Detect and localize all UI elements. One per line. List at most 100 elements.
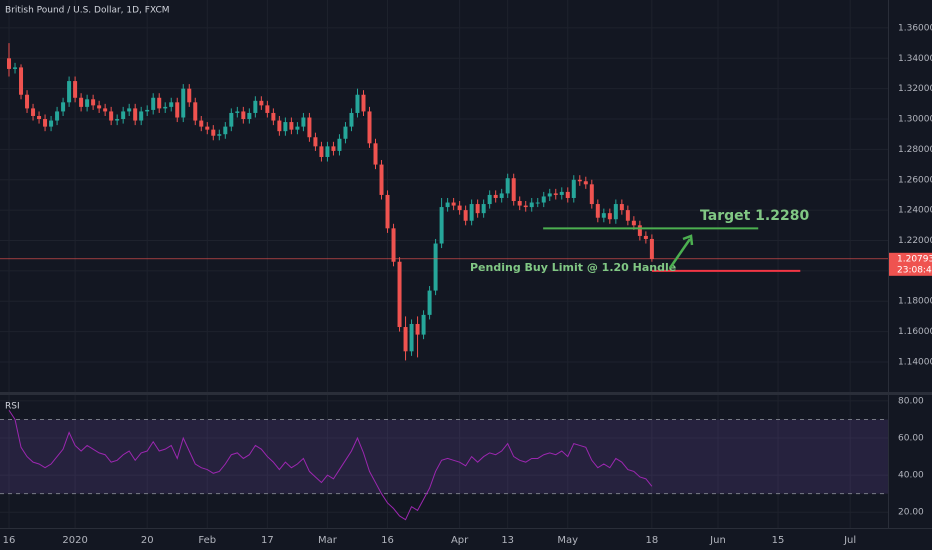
x-tick-label: Jun xyxy=(709,535,726,546)
candle-body xyxy=(451,202,456,206)
candle-body xyxy=(85,99,90,107)
candle-body xyxy=(541,196,546,203)
candle-body xyxy=(385,194,390,229)
candle-body xyxy=(493,194,498,198)
candle-body xyxy=(499,193,504,198)
rsi-line xyxy=(8,409,653,521)
candle-body xyxy=(43,119,48,127)
y-tick-label: 1.24000 xyxy=(898,206,932,216)
x-tick-label: May xyxy=(557,535,578,546)
x-tick-label: 2020 xyxy=(62,535,87,546)
candle-body xyxy=(595,204,600,218)
candle-body xyxy=(301,117,306,127)
x-tick-label: Apr xyxy=(451,535,469,546)
y-tick-label: 60.00 xyxy=(898,434,924,444)
candle-body xyxy=(625,210,630,221)
candle-body xyxy=(619,204,624,211)
y-tick-label: 1.18000 xyxy=(898,297,932,307)
x-tick-label: 18 xyxy=(646,535,659,546)
candle-body xyxy=(565,191,570,198)
candle-body xyxy=(457,205,462,211)
candle-body xyxy=(349,112,354,127)
y-tick-label: 80.00 xyxy=(898,396,924,406)
candle-body xyxy=(421,314,426,335)
x-tick-label: Mar xyxy=(318,535,338,546)
candle-body xyxy=(229,112,234,127)
candle-body xyxy=(55,111,60,121)
candle-body xyxy=(337,138,342,151)
x-tick-label: Feb xyxy=(198,535,216,546)
candle-body xyxy=(223,126,228,135)
candle-body xyxy=(409,323,414,352)
marks xyxy=(0,43,888,521)
candle-body xyxy=(319,146,324,157)
candle-body xyxy=(313,137,318,147)
candle-body xyxy=(283,122,288,132)
grid xyxy=(0,0,888,528)
candle-body xyxy=(523,205,528,208)
candle-body xyxy=(415,323,420,335)
candle-body xyxy=(631,220,636,226)
candle-body xyxy=(559,191,564,195)
candle-body xyxy=(505,178,510,194)
y-tick-label: 1.34000 xyxy=(898,54,932,64)
candle-body xyxy=(235,111,240,113)
candle-body xyxy=(265,105,270,113)
candle-body xyxy=(73,81,78,98)
candle-body xyxy=(643,235,648,239)
candle-body xyxy=(343,126,348,139)
candle-body xyxy=(397,261,402,328)
y-tick-label: 1.36000 xyxy=(898,23,932,33)
arrow xyxy=(668,234,694,269)
candle-body xyxy=(361,94,366,112)
candle-body xyxy=(391,228,396,262)
candle-body xyxy=(187,88,192,103)
candle-body xyxy=(289,122,294,130)
candle-body xyxy=(481,204,486,214)
candle-body xyxy=(367,111,372,144)
candle-body xyxy=(145,109,150,112)
candle-body xyxy=(547,193,552,197)
candle-body xyxy=(127,108,132,112)
candle-body xyxy=(253,100,258,113)
x-tick-label: 20 xyxy=(141,535,154,546)
x-tick-label: 15 xyxy=(772,535,785,546)
countdown-bg xyxy=(889,263,932,276)
candle-body xyxy=(355,94,360,113)
candle-body xyxy=(157,97,162,109)
candle-body xyxy=(529,202,534,208)
candle-body xyxy=(475,204,480,214)
y-tick-label: 1.32000 xyxy=(898,84,932,94)
candle-body xyxy=(67,81,72,103)
x-tick-label: 17 xyxy=(261,535,274,546)
candle-body xyxy=(193,102,198,121)
candle-body xyxy=(163,106,168,109)
x-tick-label: Jul xyxy=(843,535,856,546)
annotation: Target 1.2280 xyxy=(700,208,809,224)
candle-body xyxy=(427,290,432,315)
y-tick-label: 40.00 xyxy=(898,471,924,481)
candle-body xyxy=(277,120,282,132)
candle-body xyxy=(13,67,18,69)
candle-body xyxy=(607,213,612,220)
rsi-title: RSI xyxy=(5,402,20,412)
candle-body xyxy=(601,213,606,218)
y-tick-label: 1.22000 xyxy=(898,236,932,246)
candle-body xyxy=(445,202,450,208)
candle-body xyxy=(511,178,516,202)
y-tick-label: 1.28000 xyxy=(898,145,932,155)
candle-body xyxy=(259,100,264,106)
candle-body xyxy=(637,225,642,236)
candle-body xyxy=(247,112,252,120)
y-tick-label: 1.30000 xyxy=(898,115,932,125)
candle-body xyxy=(181,88,186,118)
candle-body xyxy=(307,117,312,138)
candle-body xyxy=(373,143,378,165)
candle-body xyxy=(439,207,444,244)
candle-body xyxy=(577,179,582,182)
candle-body xyxy=(589,184,594,205)
candle-body xyxy=(295,126,300,130)
candle-body xyxy=(121,111,126,120)
